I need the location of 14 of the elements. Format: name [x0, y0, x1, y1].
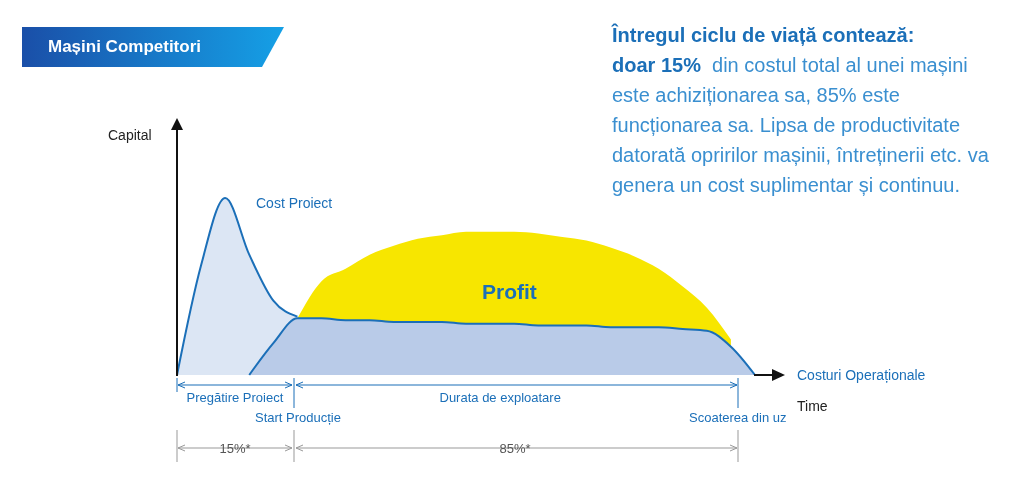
- text: Scoaterea din uz: [689, 410, 787, 425]
- text: Start Producție: [255, 410, 341, 425]
- text: 15%*: [219, 441, 251, 456]
- chart-title: Mașini Competitori: [22, 27, 284, 67]
- text: 85%*: [499, 441, 531, 456]
- series-label: Cost Proiect: [256, 195, 333, 211]
- chart-subtitle: Întregul ciclu de viață contează:: [612, 22, 916, 48]
- text: doar 15%: [612, 54, 701, 76]
- y-axis-title: Capital: [108, 127, 152, 143]
- text: Costuri Operaționale: [797, 367, 926, 383]
- text: Pregătire Proiect: [186, 390, 284, 405]
- series-label: Profit: [482, 280, 537, 304]
- text: Durata de exploatare: [439, 390, 561, 405]
- x-axis-title: Time: [797, 398, 828, 414]
